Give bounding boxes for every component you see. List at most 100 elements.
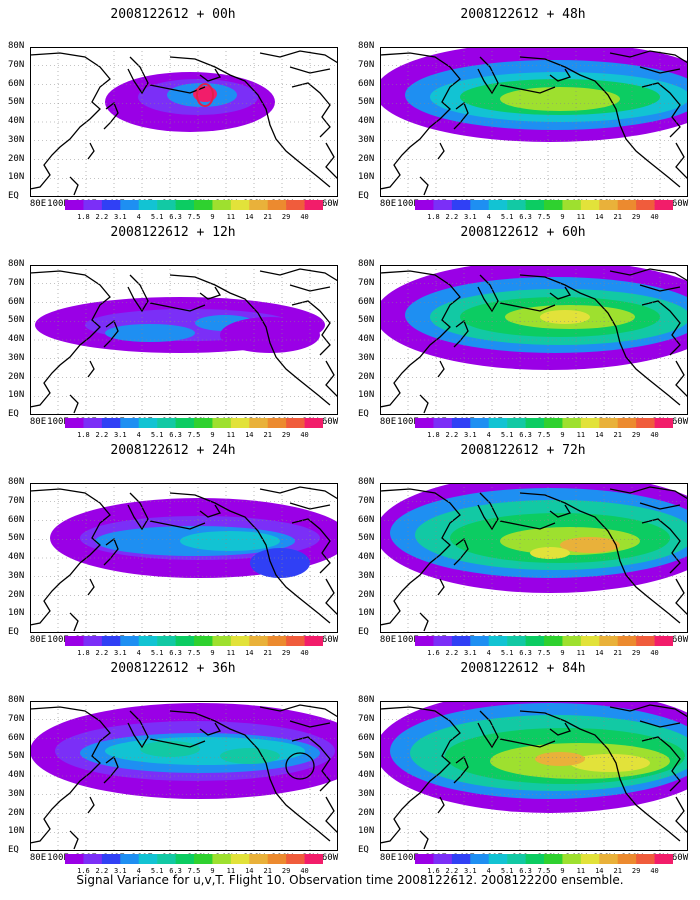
colorbar-swatch-13: [654, 200, 673, 210]
colorbar-swatch-11: [267, 418, 287, 428]
colorbar-tick-label: 4: [486, 867, 491, 875]
coastline-7: [199, 68, 221, 82]
gridlines: [380, 265, 688, 415]
colorbar-swatch-7: [544, 418, 563, 428]
lat-tick-label: 20N: [8, 371, 25, 382]
coastline-8: [609, 704, 688, 718]
colorbar-tick-label: 6.3: [169, 867, 182, 875]
lon-tick-label: 60W: [671, 635, 689, 645]
colorbar-swatch-8: [212, 418, 232, 428]
lon-tick-label: 80E: [379, 417, 397, 427]
lon-tick-label: 100E: [397, 199, 419, 209]
colorbar-swatch-12: [636, 418, 655, 428]
colorbar-swatch-4: [488, 418, 508, 428]
coastline-0: [30, 52, 111, 190]
panel-title: 2008122612 + 60h: [460, 225, 586, 240]
lat-tick-label: 60N: [358, 296, 375, 307]
coastline-11: [675, 796, 688, 834]
colorbar: [415, 854, 673, 864]
lon-tick-label: 60W: [671, 417, 689, 427]
coastline-11: [325, 578, 338, 616]
colorbar-swatch-5: [157, 200, 176, 210]
coastline-5: [499, 738, 556, 748]
coastline-6: [169, 274, 331, 406]
colorbar-swatch-0: [415, 200, 434, 210]
colorbar-tick-label: 40: [650, 431, 659, 439]
coastline-1: [103, 319, 119, 348]
lon-tick-label: 100E: [47, 635, 69, 645]
colorbar: [65, 854, 323, 864]
colorbar-swatch-0: [65, 418, 84, 428]
coastline-0: [380, 706, 461, 844]
coastline-9: [639, 502, 681, 510]
coastlines: [380, 486, 688, 632]
colorbar-swatch-11: [267, 636, 287, 646]
colorbar-swatch-7: [544, 200, 563, 210]
coastline-2: [437, 142, 445, 160]
coastline-1: [453, 755, 469, 784]
colorbar-tick-label: 6.3: [519, 213, 532, 221]
coastline-3: [69, 830, 79, 850]
lat-tick-label: 70N: [358, 495, 375, 506]
colorbar-tick-label: 21: [263, 867, 272, 875]
lat-tick-label: 30N: [358, 788, 375, 799]
lat-tick-label: 50N: [8, 751, 25, 762]
colorbar-tick-label: 9: [560, 431, 565, 439]
colorbar-tick-label: 3.1: [113, 867, 127, 875]
colorbar-tick-label: 3.1: [463, 649, 477, 657]
lat-tick-label: 30N: [358, 134, 375, 145]
coastline-4: [127, 56, 149, 95]
colorbar-swatch-0: [65, 636, 84, 646]
coastline-6: [519, 274, 681, 406]
coastline-2: [437, 360, 445, 378]
coastline-1: [103, 755, 119, 784]
lon-tick-label: 80E: [29, 853, 47, 863]
colorbar-swatch-8: [562, 636, 582, 646]
colorbar-swatch-1: [83, 854, 103, 864]
colorbar-tick-label: 1.8: [77, 213, 90, 221]
coastline-10: [641, 518, 681, 574]
coastline-0: [380, 270, 461, 408]
variance-band-6: [535, 752, 585, 766]
colorbar-tick-label: 29: [631, 649, 641, 657]
lat-tick-label: 60N: [8, 296, 25, 307]
coastline-7: [199, 286, 221, 300]
coastline-1: [453, 537, 469, 566]
colorbar-tick-label: 4: [486, 649, 491, 657]
colorbar-swatch-4: [138, 636, 158, 646]
colorbar-tick-label: 9: [210, 431, 215, 439]
colorbar-swatch-5: [507, 636, 526, 646]
lon-tick-label: 80E: [29, 635, 47, 645]
colorbar-tick-label: 1.6: [77, 867, 90, 875]
lat-tick-label: 20N: [8, 807, 25, 818]
lon-tick-label: 100E: [397, 853, 419, 863]
colorbar-tick-label: 21: [613, 867, 622, 875]
colorbar-tick-label: 11: [226, 649, 236, 657]
map-plot: [30, 265, 338, 415]
map-frame: [380, 701, 688, 851]
coastline-4: [477, 492, 499, 531]
lat-tick-label: 20N: [8, 153, 25, 164]
variance-band-4: [500, 87, 620, 111]
variance-band-5: [560, 537, 620, 553]
coastline-8: [259, 268, 338, 282]
lon-tick-label: 80E: [29, 199, 47, 209]
colorbar-tick-label: 7.5: [537, 649, 551, 657]
coastline-11: [675, 578, 688, 616]
colorbar-tick-label: 29: [631, 867, 641, 875]
coastline-9: [639, 66, 681, 74]
coastline-0: [30, 706, 111, 844]
coastline-3: [419, 394, 429, 414]
colorbar-tick-label: 2.2: [95, 867, 109, 875]
colorbar-tick-label: 29: [281, 649, 291, 657]
colorbar-swatch-5: [157, 854, 176, 864]
colorbar-tick-label: 5.1: [150, 867, 164, 875]
colorbar-tick-label: 40: [650, 649, 659, 657]
lat-tick-label: 50N: [8, 315, 25, 326]
coastline-4: [127, 710, 149, 749]
coastline-0: [30, 270, 111, 408]
colorbar: [415, 418, 673, 428]
coastline-5: [499, 84, 556, 94]
lat-tick-label: 40N: [8, 552, 25, 562]
coastline-7: [199, 722, 221, 736]
